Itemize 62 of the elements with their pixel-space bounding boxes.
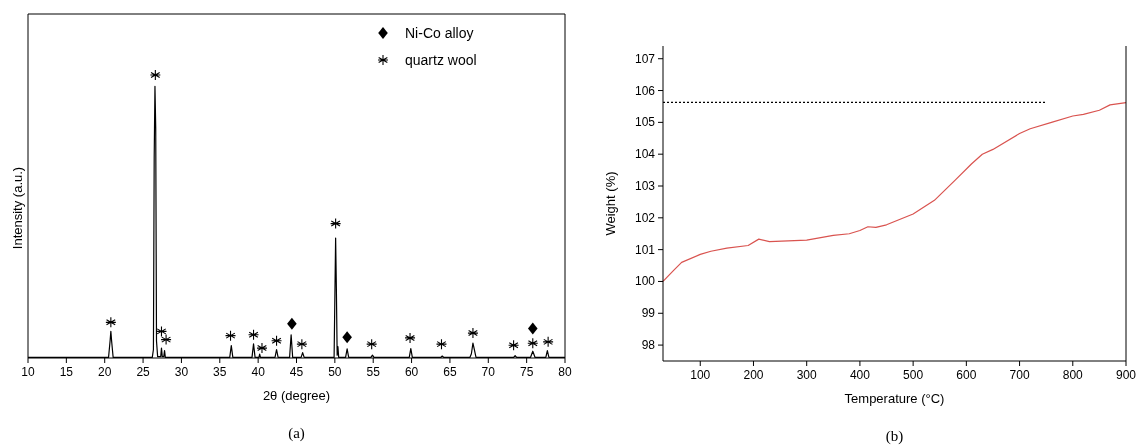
point [296,338,308,350]
x-tick-label: 100 [690,368,711,382]
x-tick-label: 700 [1009,368,1030,382]
point [256,342,268,354]
x-tick-label: 25 [136,365,151,379]
x-tick-label: 300 [796,368,818,382]
x-tick-label: 60 [404,365,419,379]
y-tick-label: 107 [634,51,656,66]
point [467,327,479,339]
legend-label: quartz wool [405,52,477,68]
point [542,336,554,348]
y-axis-title: Weight (%) [603,171,618,236]
y-tick-label: 98 [641,338,656,353]
text: (a) [288,425,305,442]
y-axis-title: Intensity (a.u.) [10,166,25,250]
point [287,317,297,330]
y-tick-label: 103 [634,179,656,193]
x-tick-label: 80 [558,365,572,379]
point [527,337,539,349]
x-tick-label: 30 [174,365,189,379]
x-tick-label: 20 [98,365,112,379]
x-tick-label: 800 [1062,368,1084,382]
point [160,334,172,346]
x-tick-label: 200 [743,368,764,382]
point [271,335,283,347]
x-tick-label: 40 [251,365,266,379]
point [224,330,237,342]
point [149,69,161,81]
y-tick-label: 105 [634,115,656,130]
y-tick-label: 104 [634,147,656,162]
x-axis-title: 2θ (degree) [262,388,331,403]
y-tick-label: 100 [634,274,656,289]
x-tick-label: 600 [956,368,977,382]
legend-label: Ni-Co alloy [405,25,474,41]
point [105,316,117,328]
y-tick-label: 102 [634,210,656,225]
line-series [662,102,1127,283]
y-tick-label: 106 [634,83,656,98]
point [342,331,352,344]
x-tick-label: 15 [59,365,74,379]
text: (b) [885,428,904,445]
y-tick-label: 99 [641,306,656,321]
x-tick-label: 900 [1115,368,1137,382]
x-tick-label: 500 [903,368,924,382]
x-tick-label: 55 [366,365,381,379]
x-tick-label: 35 [213,365,227,379]
point [404,332,416,344]
point [527,322,538,335]
x-tick-label: 10 [21,365,35,379]
x-tick-label: 400 [849,368,871,382]
point [330,218,342,230]
point [435,338,448,350]
x-tick-label: 65 [443,365,457,379]
point [366,338,378,350]
x-tick-label: 45 [289,365,304,379]
point [508,339,520,351]
x-axis-title: Temperature (°C) [844,391,945,406]
x-tick-label: 75 [519,365,534,379]
point [247,329,260,341]
x-tick-label: 50 [328,365,342,379]
y-tick-label: 101 [634,242,656,257]
x-tick-label: 70 [481,365,496,379]
